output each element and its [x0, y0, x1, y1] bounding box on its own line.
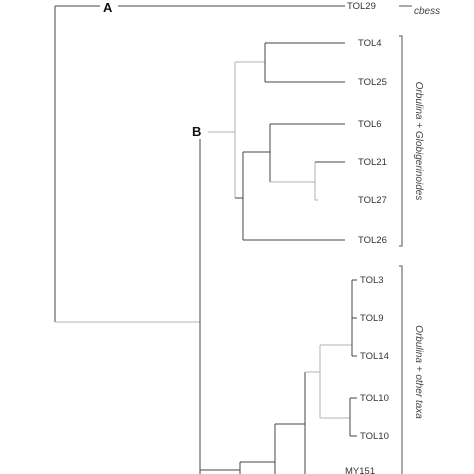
orbulina-other-bracket [399, 265, 403, 474]
leaf-label: TOL9 [360, 313, 384, 324]
leaf-label: TOL6 [358, 119, 382, 130]
group-label-orbulina-other: Orbulina + other taxa [413, 325, 424, 419]
group-label-top: cbess [414, 6, 440, 17]
leaf-label: TOL10 [360, 431, 389, 442]
node-b-label: B [192, 124, 201, 139]
orbulina-globigerinoides-bracket [399, 35, 403, 247]
node-b-background [190, 123, 208, 139]
leaf-label: TOL14 [360, 351, 389, 362]
group-labels: cbess Orbulina + Globigerinoides Orbulin… [413, 6, 440, 419]
node-a-background [100, 0, 118, 13]
leaf-label: TOL3 [360, 275, 384, 286]
leaf-label: TOL29 [347, 1, 376, 12]
group-label-orbulina-globigerinoides: Orbulina + Globigerinoides [413, 82, 424, 201]
leaf-label: MY151 [345, 466, 375, 474]
node-a-label: A [103, 0, 113, 15]
node-labels: A B [100, 0, 208, 139]
leaf-label: TOL27 [358, 195, 387, 206]
leaf-labels: TOL29 TOL4 TOL25 TOL6 TOL21 TOL27 TOL26 … [345, 1, 389, 474]
leaf-label: TOL10 [360, 393, 389, 404]
leaf-label: TOL26 [358, 235, 387, 246]
tree-branches [54, 5, 357, 474]
group-brackets [399, 5, 412, 474]
leaf-label: TOL4 [358, 38, 382, 49]
leaf-label: TOL25 [358, 77, 387, 88]
leaf-label: TOL21 [358, 157, 387, 168]
